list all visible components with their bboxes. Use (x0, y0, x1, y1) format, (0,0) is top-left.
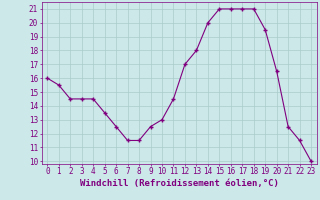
X-axis label: Windchill (Refroidissement éolien,°C): Windchill (Refroidissement éolien,°C) (80, 179, 279, 188)
